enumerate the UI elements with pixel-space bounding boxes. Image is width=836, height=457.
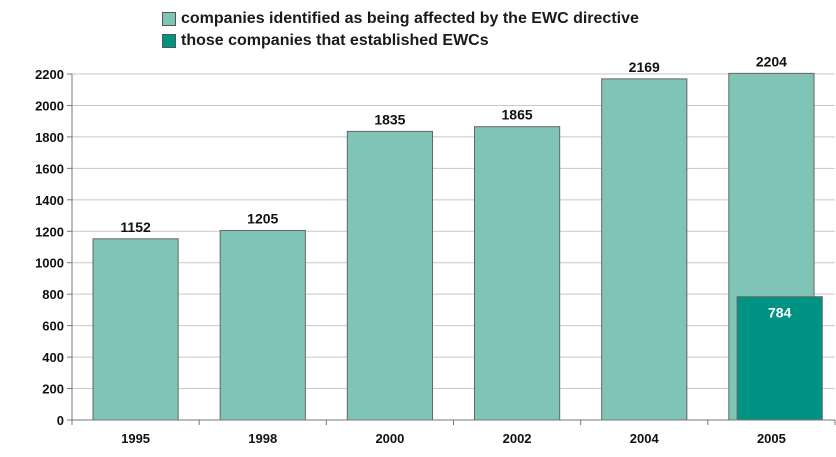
y-tick-label-800: 800: [42, 287, 64, 302]
legend-label-affected: companies identified as being affected b…: [181, 10, 639, 27]
legend: companies identified as being affected b…: [162, 8, 639, 52]
data-label-affected-1995: 1152: [120, 219, 151, 235]
x-tick-label-2002: 2002: [503, 431, 532, 446]
y-tick-label-1800: 1800: [35, 130, 64, 145]
data-label-affected-1998: 1205: [247, 210, 278, 226]
x-tick-label-2004: 2004: [630, 431, 660, 446]
bar-affected-1995: [92, 238, 179, 421]
x-tick-label-2005: 2005: [757, 431, 786, 446]
y-tick-label-1200: 1200: [35, 224, 64, 239]
bar-affected-2000: [346, 130, 434, 421]
data-labels: 1152 1205 1835 1865 2169 2204 784: [120, 53, 791, 320]
data-label-affected-2005: 2204: [756, 53, 787, 69]
legend-swatch-established: [162, 34, 176, 48]
legend-label-established: those companies that established EWCs: [181, 32, 489, 49]
gridlines: [72, 73, 835, 390]
y-tick-label-1400: 1400: [35, 193, 64, 208]
bar-affected-2004: [601, 78, 688, 421]
bar-affected-2002: [473, 126, 561, 421]
legend-item-established: those companies that established EWCs: [162, 30, 639, 52]
data-label-affected-2004: 2169: [629, 59, 660, 75]
legend-item-affected: companies identified as being affected b…: [162, 8, 639, 30]
x-tick-label-1998: 1998: [248, 431, 277, 446]
bars: [92, 72, 823, 421]
y-tick-label-2200: 2200: [35, 67, 64, 82]
y-tick-label-200: 200: [42, 382, 64, 397]
x-tick-label-2000: 2000: [375, 431, 404, 446]
y-tick-label-0: 0: [57, 413, 64, 428]
x-tick-label-1995: 1995: [121, 431, 150, 446]
y-tick-label-400: 400: [42, 350, 64, 365]
y-tick-label-1600: 1600: [35, 161, 64, 176]
data-label-established-2005: 784: [768, 305, 792, 321]
y-tick-label-600: 600: [42, 319, 64, 334]
bar-established-2005: [736, 296, 823, 421]
bar-affected-1998: [219, 229, 306, 421]
legend-swatch-affected: [162, 12, 176, 26]
data-label-affected-2002: 1865: [502, 107, 533, 123]
y-tick-label-2000: 2000: [35, 98, 64, 113]
y-tick-label-1000: 1000: [35, 256, 64, 271]
axes: 0 200 400 600 800 1000 1200 1400 1600 1800 2000 220…: [35, 67, 836, 446]
data-label-affected-2000: 1835: [374, 111, 405, 127]
